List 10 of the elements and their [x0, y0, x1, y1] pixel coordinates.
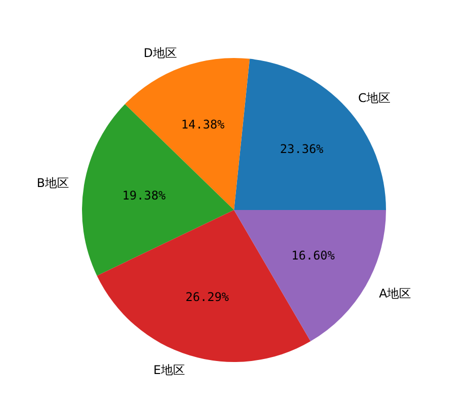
data-label: 26.29%	[186, 290, 230, 304]
slice-label: B地区	[36, 176, 69, 190]
data-label: 23.36%	[280, 142, 324, 156]
data-label: 19.38%	[122, 188, 166, 202]
slice-label: A地区	[378, 286, 412, 300]
data-label: 16.60%	[291, 248, 336, 262]
slice-label: C地区	[358, 91, 391, 106]
data-label: 14.38%	[181, 117, 226, 132]
slice-label: D地区	[144, 46, 177, 60]
slice-label: E地区	[153, 362, 185, 377]
